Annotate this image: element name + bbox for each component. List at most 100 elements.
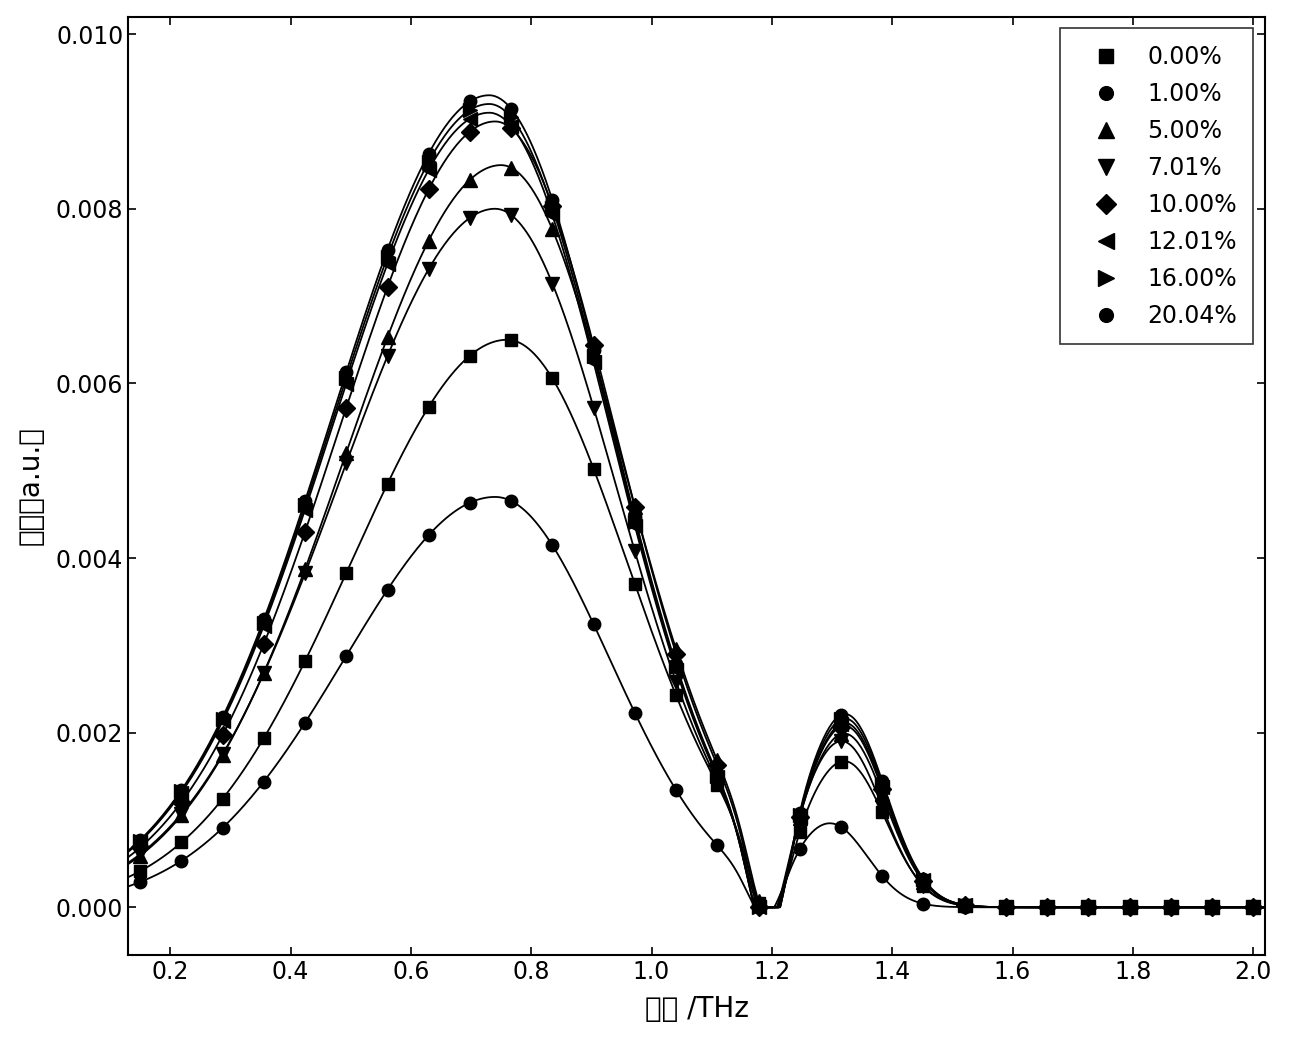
12.01% <box>957 899 973 911</box>
1.00% <box>792 843 808 856</box>
5.00% <box>998 901 1014 913</box>
1.00% <box>503 495 519 508</box>
0.00% <box>503 334 519 346</box>
20.04% <box>916 873 931 885</box>
5.00% <box>133 850 148 862</box>
20.04% <box>1205 901 1220 913</box>
12.01% <box>1122 901 1138 913</box>
12.01% <box>751 901 766 913</box>
10.00% <box>875 783 890 796</box>
20.04% <box>627 511 642 523</box>
20.04% <box>1040 901 1055 913</box>
5.00% <box>586 348 601 361</box>
12.01% <box>916 874 931 886</box>
16.00% <box>1164 901 1179 913</box>
1.00% <box>668 784 684 797</box>
0.00% <box>257 732 272 745</box>
12.01% <box>833 718 849 730</box>
10.00% <box>668 647 684 659</box>
10.00% <box>379 281 395 293</box>
10.00% <box>1164 901 1179 913</box>
10.00% <box>503 122 519 134</box>
16.00% <box>710 770 725 782</box>
16.00% <box>916 874 931 886</box>
5.00% <box>215 749 231 761</box>
1.00% <box>916 898 931 910</box>
1.00% <box>586 618 601 630</box>
1.00% <box>1164 901 1179 913</box>
0.00% <box>627 578 642 591</box>
0.00% <box>297 655 312 668</box>
7.01% <box>174 808 190 821</box>
12.01% <box>503 120 519 132</box>
5.00% <box>1122 901 1138 913</box>
16.00% <box>1040 901 1055 913</box>
10.00% <box>1122 901 1138 913</box>
16.00% <box>957 899 973 911</box>
10.00% <box>215 729 231 742</box>
5.00% <box>338 446 353 459</box>
7.01% <box>257 667 272 679</box>
12.01% <box>174 786 190 799</box>
5.00% <box>792 811 808 824</box>
0.00% <box>174 836 190 849</box>
16.00% <box>215 712 231 725</box>
5.00% <box>751 894 766 907</box>
5.00% <box>916 876 931 888</box>
0.00% <box>544 372 560 385</box>
1.00% <box>1040 901 1055 913</box>
20.04% <box>215 711 231 724</box>
20.04% <box>1122 901 1138 913</box>
10.00% <box>1040 901 1055 913</box>
7.01% <box>1245 901 1260 913</box>
16.00% <box>297 499 312 512</box>
16.00% <box>338 371 353 384</box>
20.04% <box>957 899 973 911</box>
0.00% <box>1245 901 1260 913</box>
1.00% <box>379 583 395 596</box>
20.04% <box>998 901 1014 913</box>
20.04% <box>710 769 725 781</box>
20.04% <box>257 614 272 626</box>
7.01% <box>133 848 148 860</box>
7.01% <box>833 735 849 748</box>
1.00% <box>1205 901 1220 913</box>
7.01% <box>916 880 931 892</box>
5.00% <box>668 643 684 655</box>
1.00% <box>875 869 890 882</box>
20.04% <box>586 344 601 357</box>
10.00% <box>133 841 148 854</box>
1.00% <box>257 775 272 787</box>
10.00% <box>833 721 849 733</box>
10.00% <box>998 901 1014 913</box>
0.00% <box>421 400 436 413</box>
16.00% <box>875 778 890 790</box>
7.01% <box>751 901 766 913</box>
16.00% <box>586 350 601 363</box>
20.04% <box>462 95 477 107</box>
0.00% <box>379 477 395 490</box>
16.00% <box>133 834 148 847</box>
10.00% <box>916 875 931 887</box>
Line: 0.00%: 0.00% <box>134 334 1259 913</box>
10.00% <box>257 638 272 650</box>
1.00% <box>1245 901 1260 913</box>
10.00% <box>586 339 601 352</box>
10.00% <box>544 200 560 212</box>
Legend: 0.00%, 1.00%, 5.00%, 7.01%, 10.00%, 12.01%, 16.00%, 20.04%: 0.00%, 1.00%, 5.00%, 7.01%, 10.00%, 12.0… <box>1060 28 1254 344</box>
12.01% <box>133 835 148 848</box>
12.01% <box>875 781 890 794</box>
Line: 1.00%: 1.00% <box>134 495 1259 913</box>
12.01% <box>1205 901 1220 913</box>
5.00% <box>1245 901 1260 913</box>
12.01% <box>710 771 725 783</box>
5.00% <box>1164 901 1179 913</box>
5.00% <box>379 331 395 343</box>
0.00% <box>133 865 148 878</box>
0.00% <box>710 778 725 790</box>
20.04% <box>1245 901 1260 913</box>
5.00% <box>174 809 190 822</box>
1.00% <box>1081 901 1096 913</box>
12.01% <box>792 810 808 823</box>
1.00% <box>1122 901 1138 913</box>
